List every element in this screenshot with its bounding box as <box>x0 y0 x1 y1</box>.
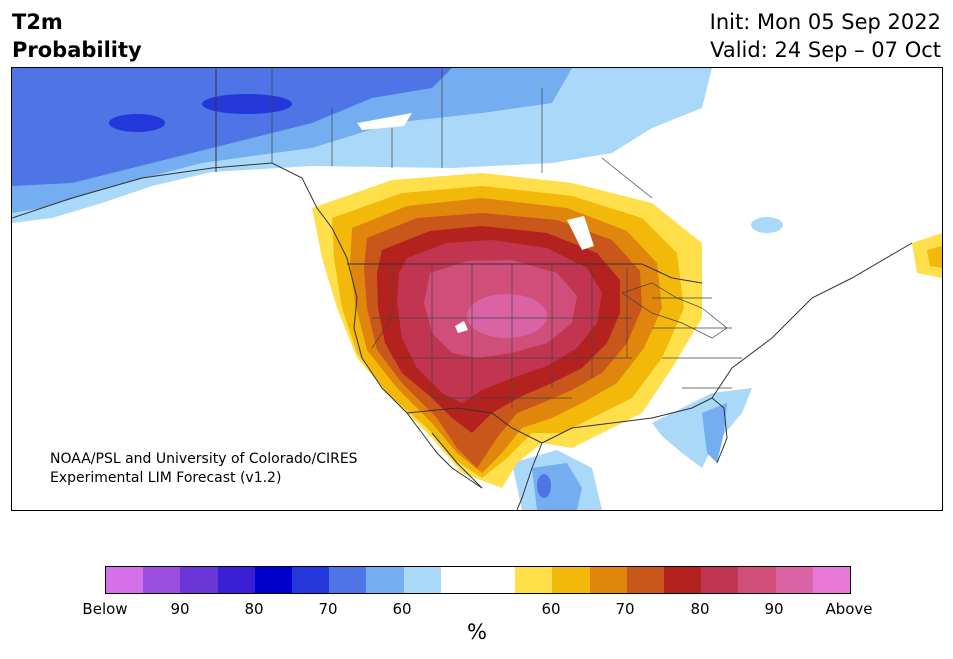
border-us-mexico <box>406 407 543 444</box>
credit-line-2: Experimental LIM Forecast (v1.2) <box>50 470 282 486</box>
colorbar-swatch <box>217 567 255 593</box>
coastline-east <box>711 242 913 399</box>
title-line-2: Probability <box>12 38 142 62</box>
colorbar-swatch <box>664 567 702 593</box>
colorbar-tick-label: 60 <box>392 600 412 618</box>
title-line-1: T2m <box>12 10 63 34</box>
colorbar-swatch <box>143 567 181 593</box>
valid-range: Valid: 24 Sep – 07 Oct <box>710 38 941 62</box>
colorbar-tick-label: 70 <box>318 600 338 618</box>
colorbar-swatch <box>106 567 144 593</box>
colorbar-swatch <box>738 567 776 593</box>
coastline-gulf <box>541 397 713 444</box>
colorbar-swatch <box>180 567 218 593</box>
colorbar-swatch <box>329 567 367 593</box>
province-lines <box>271 68 653 199</box>
great-lakes <box>621 282 728 339</box>
cold-region-strong <box>12 68 452 186</box>
credit-line-1: NOAA/PSL and University of Colorado/CIRE… <box>50 451 358 467</box>
colorbar-swatch <box>478 567 516 593</box>
colorbar-tick-label: 60 <box>541 600 561 618</box>
colorbar-swatch <box>589 567 627 593</box>
colorbar-swatch <box>366 567 404 593</box>
cold-core-alaska-2 <box>109 114 165 132</box>
cold-quebec <box>751 217 783 233</box>
border-canada-us <box>347 263 703 284</box>
colorbar-swatch <box>812 567 851 593</box>
colorbar-swatch <box>292 567 330 593</box>
colorbar <box>105 566 851 594</box>
forecast-dates: Init: Mon 05 Sep 2022 Valid: 24 Sep – 07… <box>710 8 941 64</box>
colorbar-swatch <box>775 567 813 593</box>
coastline-west <box>12 162 483 489</box>
colorbar-swatch <box>552 567 590 593</box>
lake-white <box>357 113 412 130</box>
state-lines <box>371 264 742 408</box>
cold-mexico-core <box>537 474 551 498</box>
coastline-mexico-gulf <box>516 442 543 510</box>
map-panel: NOAA/PSL and University of Colorado/CIRE… <box>11 67 943 511</box>
cold-core-north <box>367 68 427 78</box>
colorbar-tick-label: 90 <box>170 600 190 618</box>
colorbar-unit: % <box>467 620 487 644</box>
init-date: Init: Mon 05 Sep 2022 <box>709 10 941 34</box>
colorbar-swatch <box>254 567 293 593</box>
baja <box>431 432 483 489</box>
colorbar-tick-label: 70 <box>615 600 635 618</box>
colorbar-swatch <box>515 567 553 593</box>
lake-winnipeg <box>567 216 594 250</box>
florida <box>711 397 728 464</box>
colorbar-tick-label: 80 <box>690 600 710 618</box>
colorbar-tick-label: Below <box>82 600 128 618</box>
cold-core-alaska-1 <box>202 94 292 114</box>
colorbar-swatch <box>626 567 665 593</box>
map-title: T2m Probability <box>12 8 142 64</box>
colorbar-tick-label: Above <box>825 600 873 618</box>
cold-florida <box>702 403 727 463</box>
colorbar-swatch <box>701 567 739 593</box>
warm-maritimes-2 <box>927 246 942 268</box>
probability-map <box>12 68 942 510</box>
credit-text: NOAA/PSL and University of Colorado/CIRE… <box>50 450 358 488</box>
cold-southeast <box>652 388 752 468</box>
colorbar-tick-label: 90 <box>764 600 784 618</box>
colorbar-swatch <box>403 567 441 593</box>
colorbar-tick-label: 80 <box>244 600 264 618</box>
great-salt-lake <box>455 321 468 333</box>
colorbar-swatch <box>440 567 479 593</box>
warm-core <box>467 294 547 338</box>
